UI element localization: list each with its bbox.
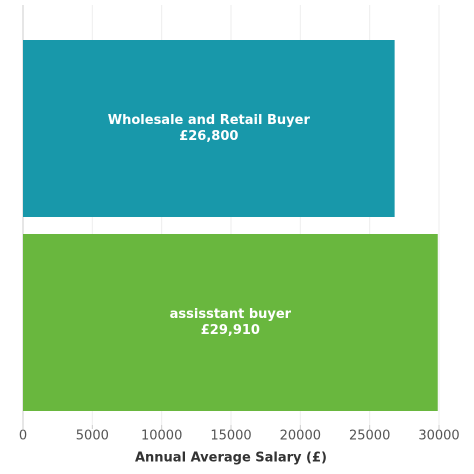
bar-category-label: Wholesale and Retail Buyer: [108, 113, 311, 128]
bar: [23, 234, 438, 411]
x-tick-label: 0: [19, 429, 27, 444]
bar-value-label: £26,800: [179, 129, 238, 144]
bar: [23, 40, 395, 217]
x-tick-label: 25000: [349, 429, 390, 444]
x-tick-label: 5000: [76, 429, 109, 444]
bar-value-label: £29,910: [201, 323, 260, 338]
bar-category-label: assisstant buyer: [170, 307, 292, 322]
x-tick-label: 20000: [280, 429, 321, 444]
x-tick-label: 30000: [418, 429, 459, 444]
x-tick-label: 15000: [210, 429, 251, 444]
x-tick-label: 10000: [141, 429, 182, 444]
x-axis-title: Annual Average Salary (£): [135, 451, 327, 466]
